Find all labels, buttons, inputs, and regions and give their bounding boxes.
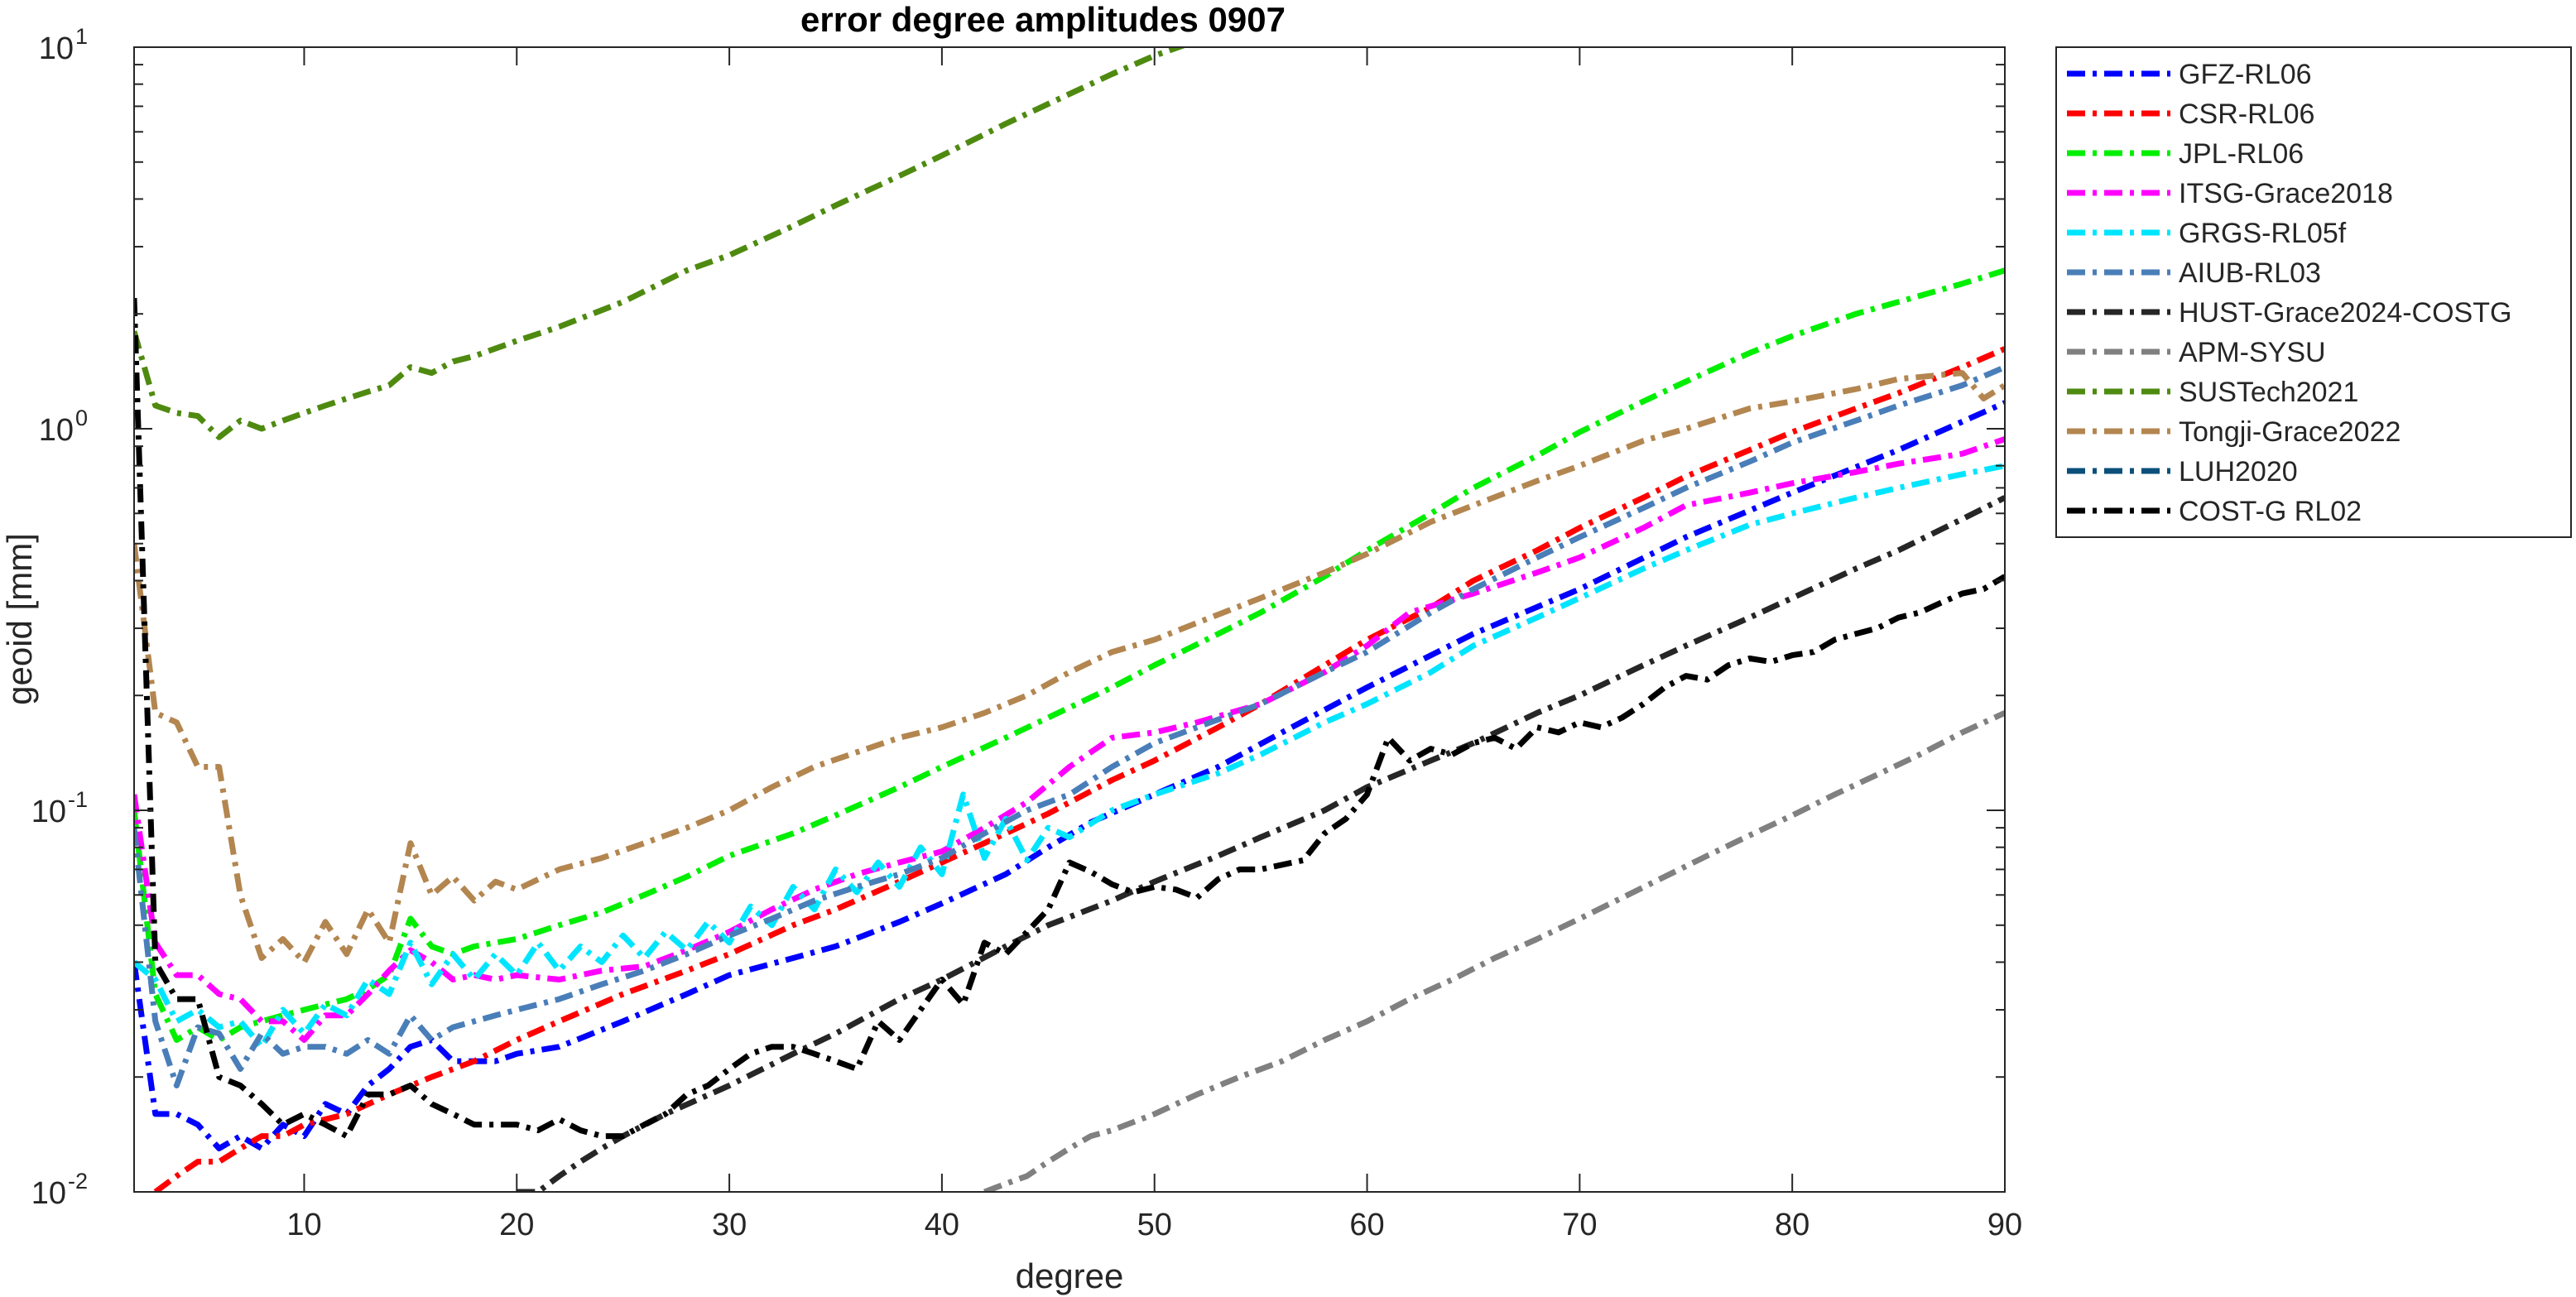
x-tick-label: 70 — [1562, 1208, 1597, 1242]
legend-label-jpl-rl06: JPL-RL06 — [2179, 138, 2304, 170]
legend-label-hust-grace2024-costg: HUST-Grace2024-COSTG — [2179, 297, 2511, 329]
legend-label-cost-g-rl02: COST-G RL02 — [2179, 496, 2362, 527]
y-tick-label: 10-1 — [31, 787, 88, 829]
legend-label-apm-sysu: APM-SYSU — [2179, 337, 2326, 368]
x-tick-label: 80 — [1775, 1208, 1809, 1242]
series-line-aiub-rl03 — [134, 364, 2005, 1088]
series-line-hust-grace2024-costg — [517, 495, 2005, 1192]
x-tick-label: 50 — [1137, 1208, 1172, 1242]
x-tick-label: 60 — [1349, 1208, 1384, 1242]
plot-frame — [133, 46, 2006, 1193]
x-axis: 10 20 30 40 50 60 70 80 90 — [286, 47, 2022, 1242]
series-line-sustech2021 — [134, 47, 1188, 440]
y-tick-label: 10-2 — [31, 1169, 88, 1211]
x-tick-label: 30 — [712, 1208, 747, 1242]
legend-label-csr-rl06: CSR-RL06 — [2179, 98, 2314, 130]
y-axis: 10-2 10-1 100 101 — [31, 24, 2005, 1211]
y-tick-label: 100 — [39, 406, 88, 448]
legend-box — [2055, 46, 2572, 538]
x-tick-label: 20 — [499, 1208, 534, 1242]
legend: GFZ-RL06 CSR-RL06 JPL-RL06 ITSG-Grace2018 GR… — [2055, 46, 2572, 538]
series-line-cost-g-rl02 — [134, 297, 2005, 1140]
x-axis-label: degree — [1016, 1256, 1124, 1295]
series-line-gfz-rl06 — [134, 400, 2005, 1151]
series-line-apm-sysu — [983, 710, 2005, 1192]
legend-label-gfz-rl06: GFZ-RL06 — [2179, 59, 2312, 90]
x-tick-label: 40 — [925, 1208, 959, 1242]
series-line-jpl-rl06 — [134, 267, 2005, 1043]
y-tick-label: 101 — [39, 24, 88, 66]
series-line-grgs-rl05f — [134, 463, 2005, 1050]
x-tick-label: 10 — [286, 1208, 321, 1242]
legend-label-tongji-grace2022: Tongji-Grace2022 — [2179, 416, 2401, 448]
series-line-csr-rl06 — [153, 346, 2005, 1192]
series-layer — [134, 47, 2005, 1192]
y-axis-label: geoid [mm] — [0, 533, 39, 705]
chart-title: error degree amplitudes 0907 — [800, 0, 1286, 39]
legend-label-luh2020: LUH2020 — [2179, 456, 2298, 488]
x-tick-label: 90 — [1987, 1208, 2022, 1242]
series-line-itsg-grace2018 — [134, 436, 2005, 1043]
series-line-tongji-grace2022 — [134, 370, 2005, 965]
legend-label-grgs-rl05f: GRGS-RL05f — [2179, 218, 2347, 249]
legend-label-itsg-grace2018: ITSG-Grace2018 — [2179, 178, 2393, 209]
legend-label-sustech2021: SUSTech2021 — [2179, 377, 2358, 408]
legend-label-aiub-rl03: AIUB-RL03 — [2179, 257, 2321, 289]
